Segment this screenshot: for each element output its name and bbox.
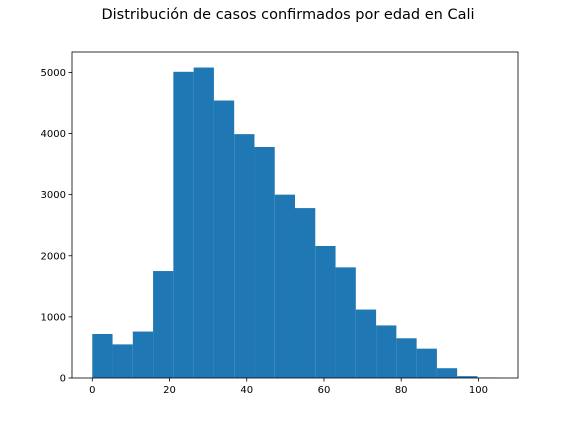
histogram-bar-6 bbox=[213, 100, 235, 378]
histogram-bar-18 bbox=[457, 376, 478, 378]
y-tick-label-5: 5000 bbox=[41, 68, 66, 79]
x-tick-label-1: 20 bbox=[163, 385, 176, 396]
y-axis: 0 1000 2000 3000 4000 5000 bbox=[41, 68, 72, 385]
plot-frame bbox=[71, 51, 519, 379]
x-tick-label-4: 80 bbox=[395, 385, 408, 396]
histogram-bar-15 bbox=[396, 338, 417, 378]
x-tick-label-5: 100 bbox=[469, 385, 488, 396]
y-tick-label-0: 0 bbox=[60, 374, 66, 385]
y-tick-label-4: 4000 bbox=[41, 129, 66, 140]
histogram-bar-4 bbox=[173, 71, 194, 378]
histogram-bar-13 bbox=[355, 309, 377, 378]
chart-title: Distribución de casos confirmados por ed… bbox=[101, 7, 475, 23]
x-tick-label-3: 60 bbox=[318, 385, 331, 396]
histogram-bar-2 bbox=[132, 331, 154, 378]
histogram-bar-11 bbox=[315, 245, 336, 378]
histogram-bar-12 bbox=[335, 267, 356, 378]
histogram-bar-17 bbox=[436, 368, 458, 378]
bars-group bbox=[92, 67, 498, 379]
y-tick-label-3: 3000 bbox=[41, 190, 66, 201]
y-tick-label-1: 1000 bbox=[41, 312, 66, 323]
x-tick-label-2: 40 bbox=[240, 385, 253, 396]
x-axis: 0 20 40 60 80 100 bbox=[89, 378, 488, 396]
histogram-bar-10 bbox=[295, 208, 316, 378]
histogram-bar-7 bbox=[234, 134, 255, 378]
histogram-bar-16 bbox=[416, 348, 437, 378]
x-tick-label-0: 0 bbox=[89, 385, 95, 396]
y-tick-label-2: 2000 bbox=[41, 251, 66, 262]
histogram-bar-5 bbox=[193, 67, 214, 379]
histogram-bar-3 bbox=[153, 271, 174, 378]
histogram-bar-1 bbox=[112, 344, 133, 378]
histogram-bar-14 bbox=[376, 325, 397, 378]
histogram-bar-8 bbox=[254, 146, 275, 378]
histogram-bar-9 bbox=[274, 194, 295, 378]
histogram-bar-0 bbox=[92, 333, 113, 378]
